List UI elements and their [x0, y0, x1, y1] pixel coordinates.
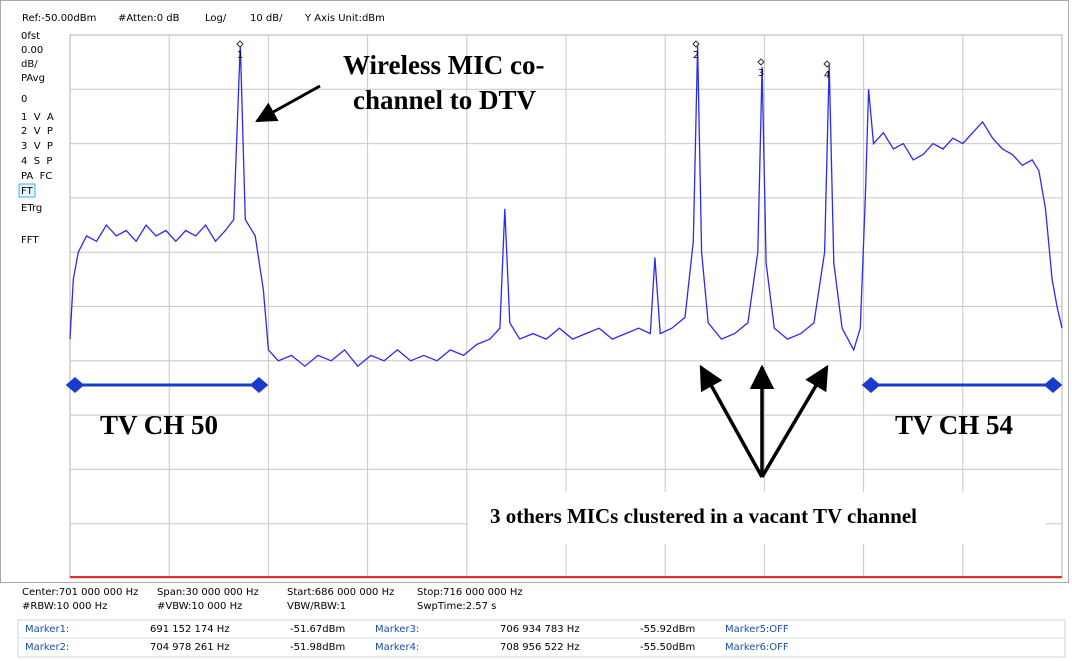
- footer-item: Start:686 000 000 Hz: [287, 587, 394, 598]
- marker-cell: 706 934 783 Hz: [500, 624, 580, 635]
- marker-cell: -55.50dBm: [640, 642, 695, 653]
- footer-item: #RBW:10 000 Hz: [22, 601, 107, 612]
- marker-cell: Marker4:: [375, 642, 419, 653]
- annotation: channel to DTV: [353, 85, 537, 115]
- side-label: PA FC: [21, 171, 52, 182]
- marker-cell: Marker6:OFF: [725, 642, 789, 653]
- trace: [69, 44, 1063, 368]
- marker-diamond: [757, 58, 765, 66]
- side-label: 0.00: [21, 45, 43, 56]
- marker-cell: -55.92dBm: [640, 624, 695, 635]
- annotation: 3 others MICs clustered in a vacant TV c…: [490, 504, 917, 528]
- side-label: 0: [21, 94, 27, 105]
- side-label: PAvg: [21, 73, 45, 84]
- footer-item: Span:30 000 000 Hz: [157, 587, 259, 598]
- footer-item: Stop:716 000 000 Hz: [417, 587, 523, 598]
- marker-cell: 704 978 261 Hz: [150, 642, 230, 653]
- side-label: 1 V A: [21, 112, 54, 123]
- footer-item: #VBW:10 000 Hz: [157, 601, 242, 612]
- channel-span: [65, 377, 1063, 393]
- side-label: FT: [21, 186, 34, 197]
- header-item: #Atten:0 dB: [118, 13, 180, 24]
- marker-cell: 691 152 174 Hz: [150, 624, 230, 635]
- marker-table-cells: Marker1: 691 152 174 Hz -51.67dBm Marker3: 7…: [25, 624, 789, 653]
- marker-diamond: [236, 40, 244, 48]
- side-label: ETrg: [21, 203, 42, 214]
- marker-cell: -51.67dBm: [290, 624, 345, 635]
- annotation: TV CH 54: [895, 410, 1013, 440]
- marker-diamond: [823, 60, 831, 68]
- footer: Center:701 000 000 Hz Span:30 000 000 Hz S…: [22, 587, 523, 612]
- arrows: [699, 364, 829, 478]
- marker-label: 1: [237, 50, 243, 61]
- footer-item: VBW/RBW:1: [287, 601, 346, 612]
- marker-label: 3: [758, 68, 764, 79]
- marker-cell: Marker5:OFF: [725, 624, 789, 635]
- side-label: 2 V P: [21, 126, 53, 137]
- footer-item: Center:701 000 000 Hz: [22, 587, 138, 598]
- annotation: TV CH 50: [100, 410, 218, 440]
- markers: 1 2 3 4: [236, 40, 831, 81]
- side-label: FFT: [21, 235, 39, 246]
- header-item: 10 dB/: [250, 13, 283, 24]
- annotation: Wireless MIC co-: [343, 50, 544, 80]
- marker-label: 2: [693, 50, 699, 61]
- header-item: Log/: [205, 13, 227, 24]
- footer-item: SwpTime:2.57 s: [417, 601, 496, 612]
- annotation-box: [468, 492, 1046, 544]
- side-label: dB/: [21, 59, 38, 70]
- marker-cell: Marker2:: [25, 642, 69, 653]
- marker-cell: Marker3:: [375, 624, 419, 635]
- marker-label: 4: [824, 70, 830, 81]
- side-label: 4 S P: [21, 156, 52, 167]
- arrow: [255, 84, 321, 123]
- ft-box: [18, 183, 36, 198]
- side-panel: 0fst 0.00 dB/PAvg 0 1 V A 2 V P 3 V P 4 S P PA F…: [18, 31, 54, 246]
- marker-cell: Marker1:: [25, 624, 69, 635]
- side-label: 3 V P: [21, 141, 53, 152]
- header-item: Ref:-50.00dBm: [22, 13, 96, 24]
- header-item: Y Axis Unit:dBm: [304, 13, 385, 24]
- marker-cell: -51.98dBm: [290, 642, 345, 653]
- header: Ref:-50.00dBm #Atten:0 dB Log/10 dB/Y Axis…: [22, 13, 385, 24]
- grid: [70, 35, 1062, 578]
- marker-diamond: [692, 40, 700, 48]
- side-label: 0fst: [21, 31, 40, 42]
- marker-cell: 708 956 522 Hz: [500, 642, 580, 653]
